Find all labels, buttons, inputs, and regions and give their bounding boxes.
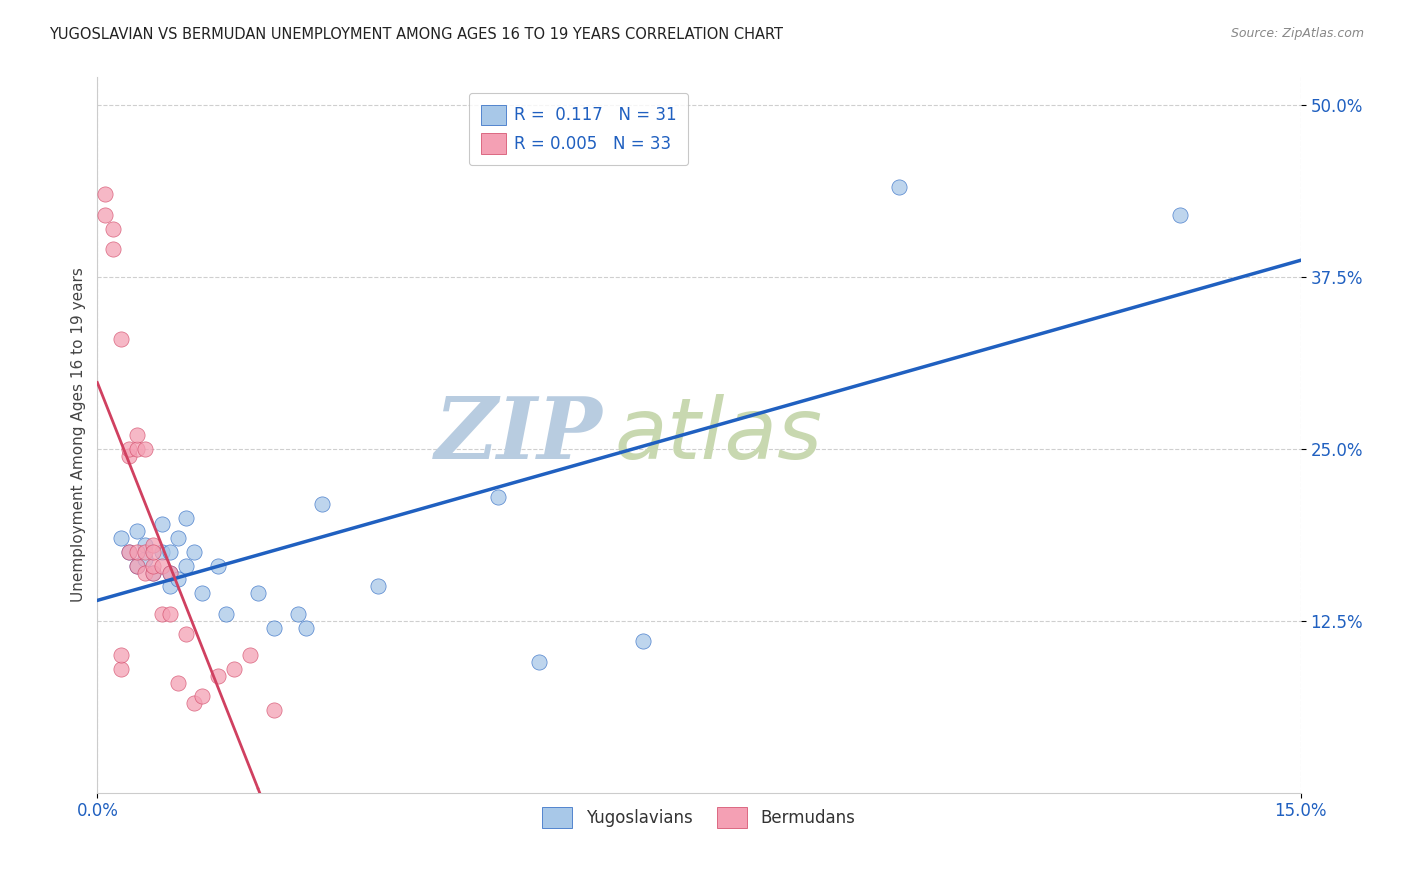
Point — [166, 531, 188, 545]
Point — [183, 696, 205, 710]
Point — [134, 566, 156, 580]
Point — [367, 579, 389, 593]
Point — [174, 558, 197, 573]
Point — [166, 573, 188, 587]
Point — [127, 524, 149, 539]
Point — [118, 545, 141, 559]
Point — [311, 497, 333, 511]
Point — [134, 538, 156, 552]
Point — [166, 675, 188, 690]
Point — [110, 332, 132, 346]
Point — [150, 517, 173, 532]
Point — [246, 586, 269, 600]
Point — [174, 510, 197, 524]
Point — [889, 180, 911, 194]
Point — [127, 558, 149, 573]
Point — [150, 545, 173, 559]
Point — [631, 634, 654, 648]
Point — [142, 545, 165, 559]
Point — [118, 442, 141, 456]
Text: ZIP: ZIP — [434, 393, 603, 477]
Point — [142, 566, 165, 580]
Point — [159, 566, 181, 580]
Point — [207, 558, 229, 573]
Point — [1168, 208, 1191, 222]
Point — [142, 538, 165, 552]
Point — [190, 690, 212, 704]
Point — [239, 648, 262, 662]
Point — [134, 442, 156, 456]
Point — [207, 669, 229, 683]
Point — [486, 490, 509, 504]
Text: atlas: atlas — [614, 393, 823, 476]
Point — [118, 449, 141, 463]
Point — [110, 648, 132, 662]
Point — [159, 545, 181, 559]
Point — [127, 428, 149, 442]
Point — [174, 627, 197, 641]
Point — [159, 607, 181, 621]
Point — [103, 221, 125, 235]
Point — [215, 607, 238, 621]
Point — [142, 558, 165, 573]
Point — [110, 662, 132, 676]
Point — [127, 558, 149, 573]
Legend: Yugoslavians, Bermudans: Yugoslavians, Bermudans — [536, 801, 862, 834]
Point — [159, 566, 181, 580]
Point — [263, 621, 285, 635]
Point — [190, 586, 212, 600]
Point — [222, 662, 245, 676]
Point — [118, 545, 141, 559]
Y-axis label: Unemployment Among Ages 16 to 19 years: Unemployment Among Ages 16 to 19 years — [72, 268, 86, 602]
Point — [134, 545, 156, 559]
Point — [134, 551, 156, 566]
Point — [295, 621, 318, 635]
Point — [150, 558, 173, 573]
Point — [142, 566, 165, 580]
Point — [159, 579, 181, 593]
Point — [94, 187, 117, 202]
Text: YUGOSLAVIAN VS BERMUDAN UNEMPLOYMENT AMONG AGES 16 TO 19 YEARS CORRELATION CHART: YUGOSLAVIAN VS BERMUDAN UNEMPLOYMENT AMO… — [49, 27, 783, 42]
Point — [110, 531, 132, 545]
Point — [150, 607, 173, 621]
Point — [263, 703, 285, 717]
Point — [527, 655, 550, 669]
Point — [94, 208, 117, 222]
Point — [127, 442, 149, 456]
Point — [127, 545, 149, 559]
Text: Source: ZipAtlas.com: Source: ZipAtlas.com — [1230, 27, 1364, 40]
Point — [287, 607, 309, 621]
Point — [183, 545, 205, 559]
Point — [103, 243, 125, 257]
